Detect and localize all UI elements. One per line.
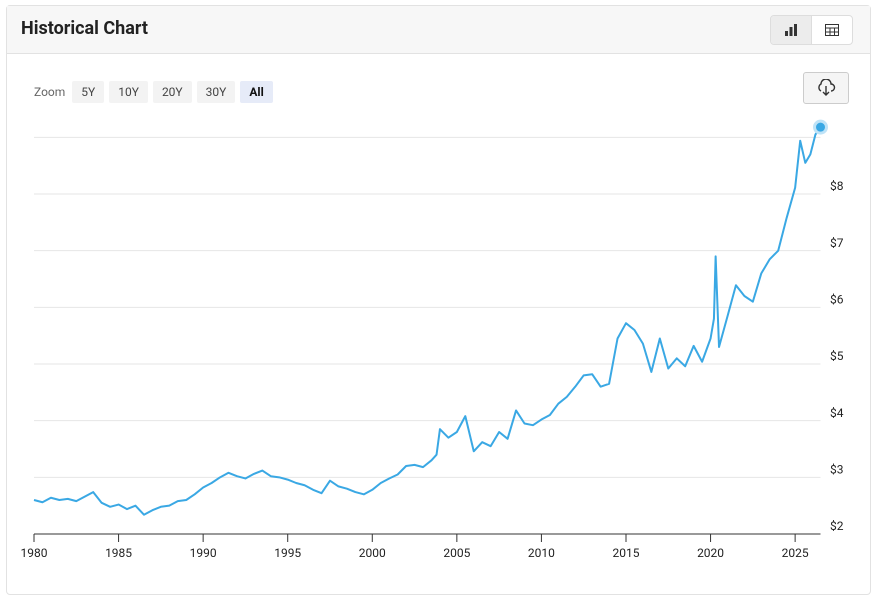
x-tick-label: 2010 [528,546,555,560]
last-point [813,119,828,135]
zoom-button[interactable]: 5Y [72,81,105,103]
y-tick-label: $6 [830,293,844,307]
table-view-button[interactable] [812,16,852,44]
icon [785,24,797,36]
line [33,126,822,516]
x-tick-label: 2000 [359,546,386,560]
zoom-button[interactable]: All [240,81,273,103]
zoom-label: Zoom [34,85,66,99]
zoom-button[interactable]: 30Y [196,81,236,103]
icon [818,79,836,96]
x-tick-label: 1980 [21,546,48,560]
x-tick-label: 2005 [443,546,470,560]
y-tick-label: $5 [830,349,844,363]
y-tick-label: $3 [830,463,844,477]
y-tick-label: $7 [830,236,844,250]
chart-view-button[interactable] [771,16,812,44]
view-toggle [770,15,853,45]
x-tick-label: 1990 [190,546,217,560]
zoom-button[interactable]: 10Y [109,81,148,103]
x-tick-label: 1995 [274,546,301,560]
download-button[interactable] [803,72,849,104]
zoom-bar: Zoom 5Y 10Y 20Y 30Y All [34,81,273,103]
y-tick-label: $2 [830,519,844,533]
y-tick-label: $4 [830,406,844,420]
x-tick-label: 2025 [782,546,809,560]
card: Historical Chart Zoom 5Y 10Y 20Y 30Y All [6,5,871,595]
card-header: Historical Chart [7,6,870,54]
x-tick-label: 1985 [105,546,132,560]
x-tick-label: 2015 [612,546,639,560]
zoom-button[interactable]: 20Y [152,81,192,103]
icon [825,24,839,36]
x-tick-label: 2020 [697,546,724,560]
title: Historical Chart [21,18,148,39]
y-tick-label: $8 [830,179,844,193]
